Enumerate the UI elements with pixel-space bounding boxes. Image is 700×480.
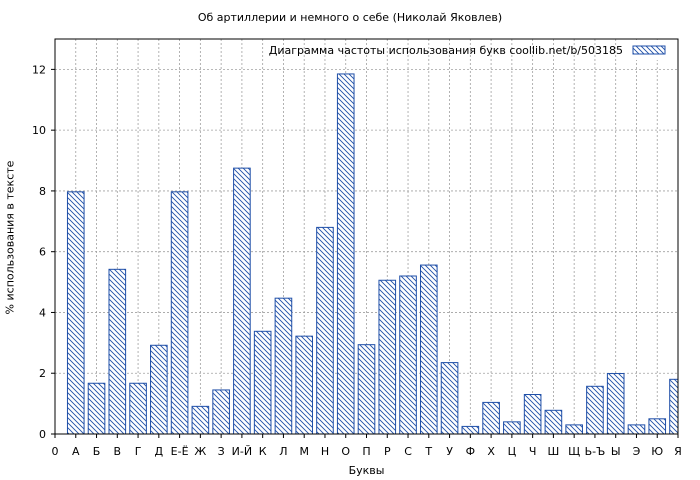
x-tick-label: З	[218, 445, 225, 458]
bar	[233, 167, 251, 435]
x-tick-label: Щ	[568, 445, 580, 458]
y-tick-label: 8	[39, 185, 46, 198]
bar	[274, 297, 293, 435]
bar	[316, 226, 334, 435]
x-tick-label: Ц	[508, 445, 517, 458]
bar	[606, 373, 625, 435]
x-tick-label: Н	[321, 445, 329, 458]
x-tick-label: Ш	[548, 445, 560, 458]
x-axis-title: Буквы	[348, 464, 385, 477]
bar	[461, 425, 480, 435]
bar	[565, 424, 583, 435]
y-tick-label: 6	[39, 246, 46, 259]
bar	[669, 378, 679, 435]
bar	[191, 405, 210, 435]
bar	[419, 264, 438, 435]
bar	[357, 344, 376, 435]
x-tick-label: Д	[155, 445, 164, 458]
bar	[586, 385, 604, 435]
bar	[87, 382, 106, 435]
chart-title: Об артиллерии и немного о себе (Николай …	[197, 11, 503, 24]
bar	[627, 424, 646, 435]
x-tick-label: Ь-Ъ	[585, 445, 606, 458]
x-tick-label: Р	[384, 445, 391, 458]
x-tick-label: Ч	[529, 445, 537, 458]
x-tick-label: Б	[93, 445, 101, 458]
x-tick-label: 0	[52, 445, 59, 458]
bar	[129, 382, 147, 435]
bar	[648, 418, 667, 435]
bar	[440, 362, 459, 435]
legend: Диаграмма частоты использования букв coo…	[269, 40, 669, 60]
x-tick-label: Т	[424, 445, 432, 458]
y-tick-label: 10	[32, 124, 46, 137]
x-tick-label: Ы	[611, 445, 621, 458]
y-tick-label: 12	[32, 63, 46, 76]
y-tick-label: 0	[39, 428, 46, 441]
bars-layer	[66, 73, 679, 435]
x-tick-label: О	[341, 445, 350, 458]
bar	[295, 335, 314, 435]
bar	[150, 344, 168, 435]
x-tick-label: К	[259, 445, 267, 458]
bar	[66, 191, 85, 435]
x-tick-label: Э	[633, 445, 641, 458]
bar	[399, 275, 417, 435]
x-tick-label: Х	[487, 445, 495, 458]
x-tick-label: М	[299, 445, 309, 458]
legend-swatch	[632, 45, 666, 55]
x-tick-label: Г	[135, 445, 142, 458]
bar	[544, 409, 563, 435]
x-tick-label: Ю	[651, 445, 663, 458]
bar	[212, 389, 230, 435]
bar	[378, 279, 397, 435]
bar	[253, 330, 272, 435]
y-tick-label: 4	[39, 306, 46, 319]
x-tick-label: Е-Ё	[171, 445, 189, 458]
bar	[482, 401, 500, 435]
grid-layer	[55, 39, 678, 434]
legend-label: Диаграмма частоты использования букв coo…	[269, 44, 623, 57]
bar	[523, 394, 542, 435]
plot-frame	[54, 38, 679, 435]
x-tick-label: Л	[279, 445, 287, 458]
x-tick-label: Ф	[466, 445, 475, 458]
bar	[108, 268, 127, 435]
x-tick-label: А	[72, 445, 80, 458]
bar	[170, 191, 189, 435]
x-tick-label: И-Й	[232, 445, 252, 458]
x-tick-label: Ж	[194, 445, 206, 458]
x-tick-label: Я	[674, 445, 682, 458]
bar	[336, 73, 355, 435]
x-tick-label: В	[114, 445, 122, 458]
bar	[503, 421, 521, 435]
x-tick-label: У	[446, 445, 453, 458]
x-tick-label: С	[404, 445, 412, 458]
y-tick-label: 2	[39, 367, 46, 380]
x-tick-label: П	[362, 445, 370, 458]
